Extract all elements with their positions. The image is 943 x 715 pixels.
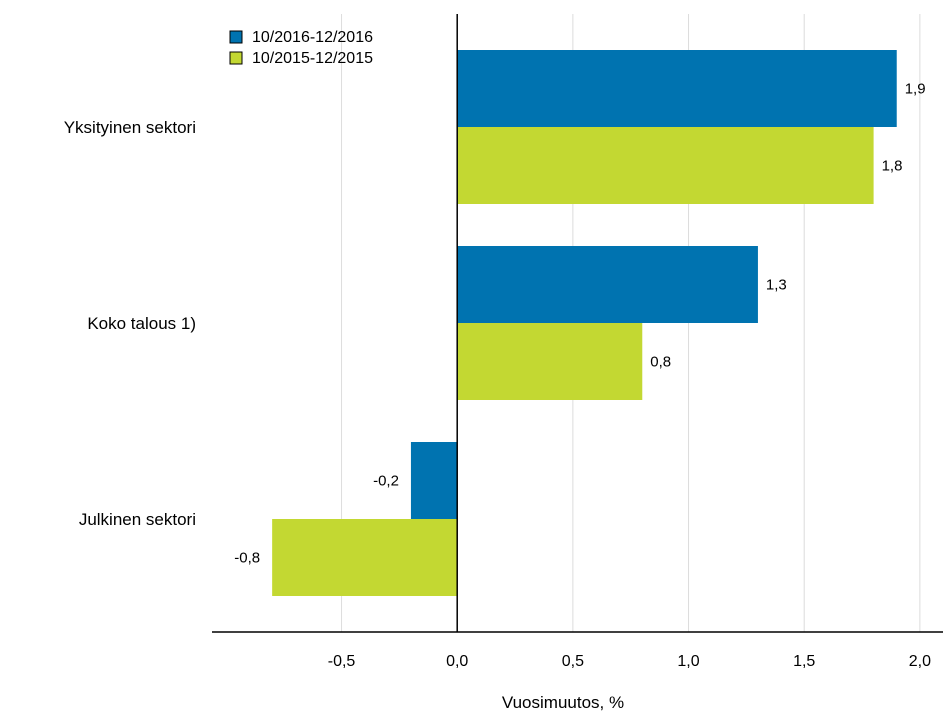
x-axis-title: Vuosimuutos, % <box>502 693 624 712</box>
legend-label: 10/2016-12/2016 <box>252 29 373 46</box>
x-tick-label: 0,5 <box>562 653 584 670</box>
bar <box>457 50 897 127</box>
bars <box>272 50 897 596</box>
data-label: 1,9 <box>905 81 926 98</box>
legend-swatch <box>229 30 243 44</box>
bar <box>457 127 874 204</box>
category-label-julkinen-sektori: Julkinen sektori <box>79 510 196 529</box>
bar <box>457 246 758 323</box>
bar <box>272 519 458 596</box>
legend: 10/2016-12/2016 10/2015-12/2015 <box>229 29 373 67</box>
axes <box>212 14 943 633</box>
labels: -0,5 0,0 0,5 1,0 1,5 2,0 Yksityinen sektori 1,9… <box>64 81 931 671</box>
legend-label: 10/2015-12/2015 <box>252 50 373 67</box>
bar <box>457 323 643 400</box>
data-label: 0,8 <box>650 354 671 371</box>
data-label: 1,3 <box>766 277 787 294</box>
x-tick-label: 2,0 <box>909 653 931 670</box>
x-tick-label: 0,0 <box>446 653 468 670</box>
data-label: -0,2 <box>373 473 399 490</box>
data-label: 1,8 <box>882 158 903 175</box>
category-label-koko-talous-1: Koko talous 1) <box>87 314 196 333</box>
x-tick-label: 1,5 <box>793 653 815 670</box>
data-label: -0,8 <box>234 550 260 567</box>
bar <box>410 442 458 519</box>
legend-swatch <box>229 51 243 65</box>
x-tick-label: 1,0 <box>677 653 699 670</box>
category-label-yksityinen-sektori: Yksityinen sektori <box>64 118 196 137</box>
x-tick-label: -0,5 <box>328 653 356 670</box>
